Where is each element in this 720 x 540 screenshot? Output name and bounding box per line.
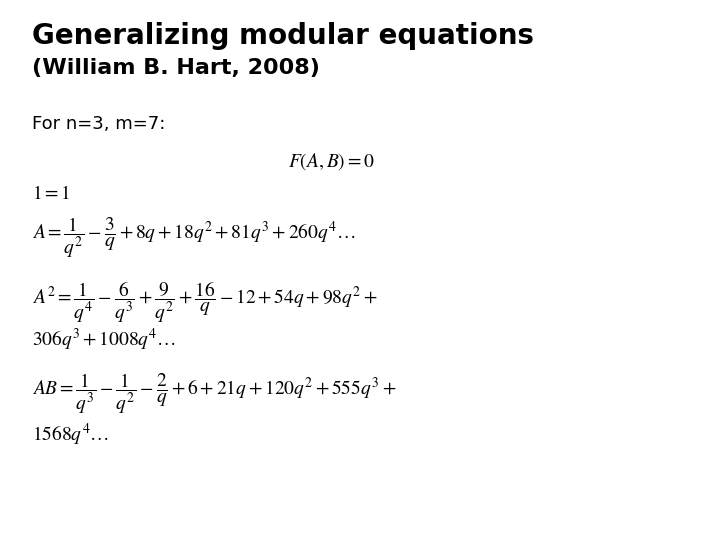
- Text: (William B. Hart, 2008): (William B. Hart, 2008): [32, 58, 320, 78]
- Text: $1 = 1$: $1 = 1$: [32, 185, 71, 204]
- Text: $A = \dfrac{1}{q^2} - \dfrac{3}{q} + 8q + 18q^2 + 81q^3 + 260q^4\ldots$: $A = \dfrac{1}{q^2} - \dfrac{3}{q} + 8q …: [32, 215, 356, 260]
- Text: Generalizing modular equations: Generalizing modular equations: [32, 22, 534, 50]
- Text: $F(A,B){=}0$: $F(A,B){=}0$: [288, 152, 375, 172]
- Text: $306q^3 + 1008q^4\ldots$: $306q^3 + 1008q^4\ldots$: [32, 327, 176, 353]
- Text: For n=3, m=7:: For n=3, m=7:: [32, 115, 166, 133]
- Text: $AB = \dfrac{1}{q^3} - \dfrac{1}{q^2} - \dfrac{2}{q} + 6 + 21q + 120q^2 + 555q^3: $AB = \dfrac{1}{q^3} - \dfrac{1}{q^2} - …: [32, 372, 397, 416]
- Text: $A^2 = \dfrac{1}{q^4} - \dfrac{6}{q^3} + \dfrac{9}{q^2} + \dfrac{16}{q} - 12 + 5: $A^2 = \dfrac{1}{q^4} - \dfrac{6}{q^3} +…: [32, 280, 378, 325]
- Text: $1568q^4\ldots$: $1568q^4\ldots$: [32, 422, 109, 448]
